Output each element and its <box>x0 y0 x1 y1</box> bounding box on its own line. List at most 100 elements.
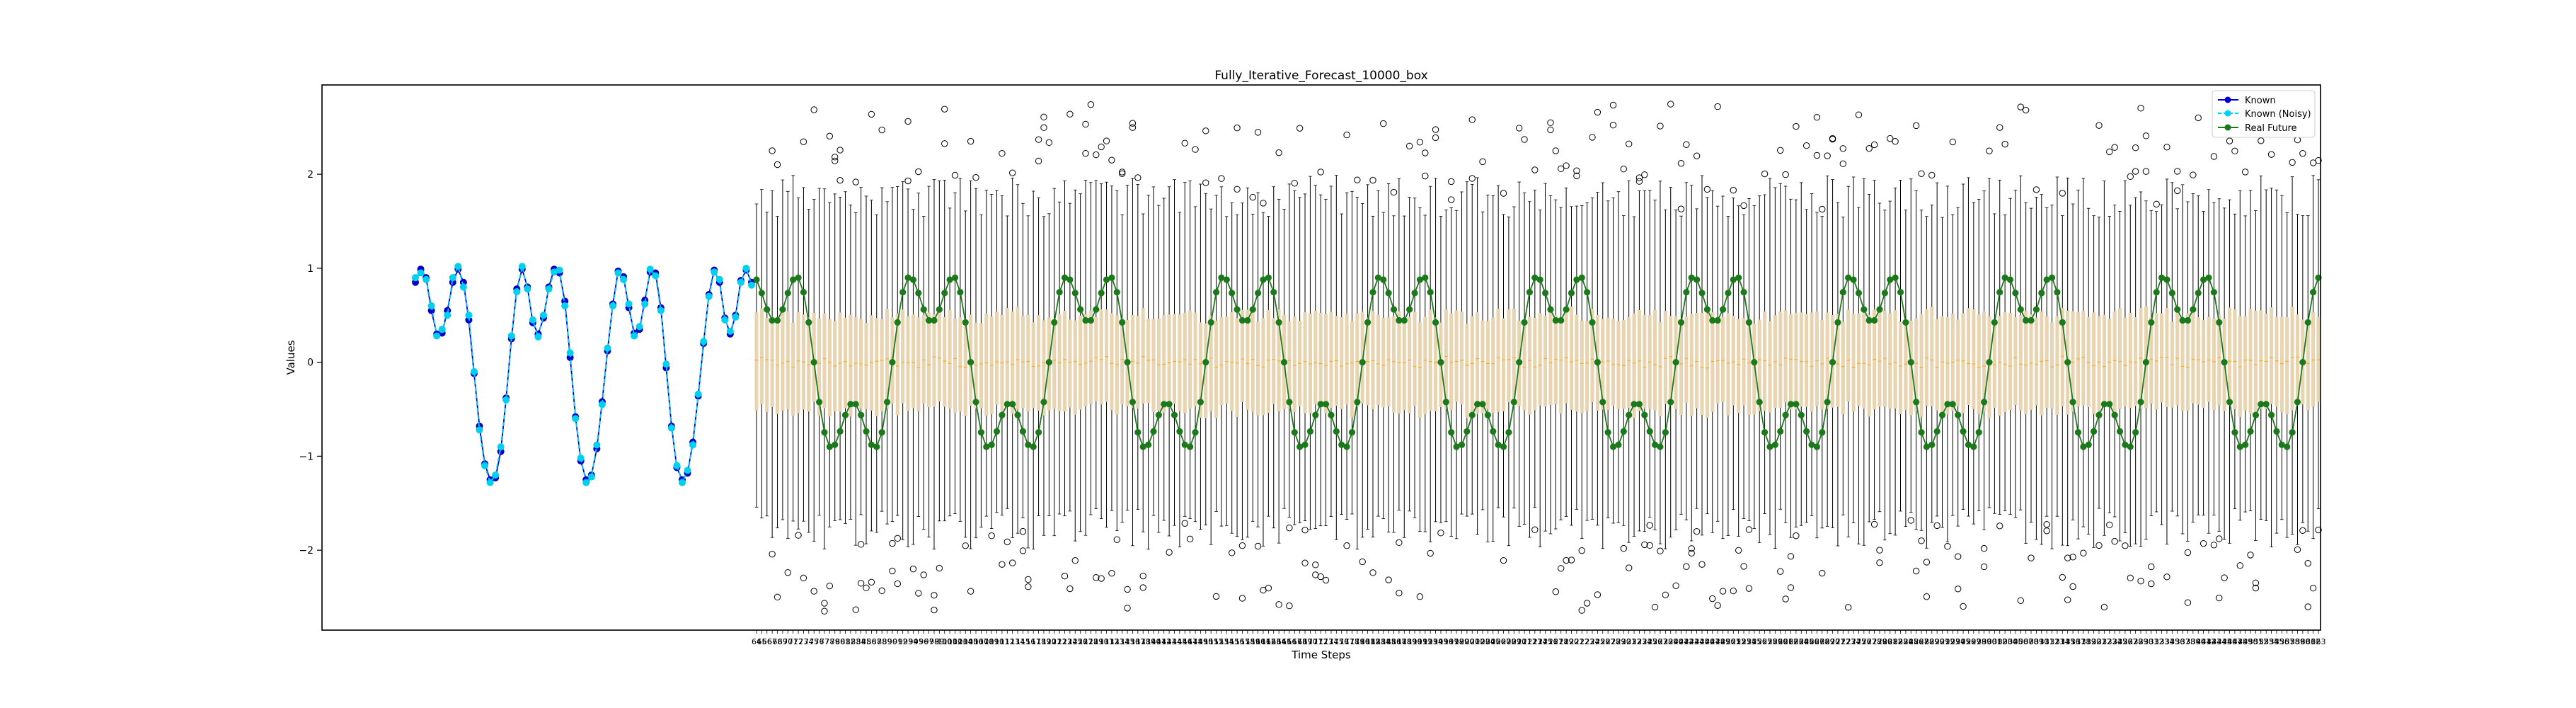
box-outlier <box>2190 171 2197 178</box>
series-future-point <box>1030 443 1037 450</box>
x-tick-label: 112 <box>1000 637 1015 646</box>
box-outlier <box>1139 584 1146 591</box>
x-tick-label: 321 <box>2091 637 2106 646</box>
series-future-point <box>1516 359 1523 366</box>
box-body <box>1266 309 1270 413</box>
series-future-point <box>1798 411 1805 418</box>
box-body <box>1940 316 1945 412</box>
series-future-point <box>1056 289 1063 296</box>
box-body <box>1449 313 1454 410</box>
x-tick-label: 353 <box>2259 637 2274 646</box>
box-body <box>765 317 769 412</box>
x-tick-label: 105 <box>963 637 978 646</box>
box-outlier <box>1824 152 1831 159</box>
box-outlier <box>909 565 917 573</box>
series-future-point <box>1578 274 1585 281</box>
x-tick-label: 93 <box>903 637 913 646</box>
series-future-point <box>931 316 938 324</box>
series-noisy-point <box>492 471 500 479</box>
box-body <box>827 319 832 417</box>
box-body <box>1935 319 1939 411</box>
box-body <box>1062 311 1067 412</box>
series-future-point <box>2001 274 2008 281</box>
x-tick-label: 226 <box>1595 637 1610 646</box>
box-body <box>1878 309 1882 407</box>
box-outlier <box>1625 140 1633 147</box>
box-body <box>1752 324 1756 415</box>
x-tick-label: 99 <box>934 637 944 646</box>
x-tick-label: 72 <box>793 637 803 646</box>
series-future-point <box>1390 306 1398 313</box>
box-body <box>1684 316 1689 404</box>
series-future-point <box>1286 399 1293 406</box>
x-tick-label: 206 <box>1491 637 1506 646</box>
x-tick-label: 267 <box>1810 637 1824 646</box>
series-future-point <box>2137 399 2144 406</box>
box-body <box>1230 312 1234 411</box>
x-tick-label: 183 <box>1371 637 1386 646</box>
x-tick-label: 241 <box>1674 637 1689 646</box>
x-tick-label: 294 <box>1950 637 1965 646</box>
box-body <box>2185 313 2190 411</box>
box-outlier <box>2064 596 2071 603</box>
box-outlier <box>1844 604 1852 611</box>
box-body <box>1972 309 1976 409</box>
box-body <box>1930 307 1934 406</box>
x-tick-label: 252 <box>1731 637 1746 646</box>
series-future-point <box>1938 411 1946 418</box>
x-tick-label: 297 <box>1966 637 1981 646</box>
x-tick-label: 173 <box>1318 637 1333 646</box>
box-outlier <box>1082 149 1089 157</box>
series-noisy-point <box>481 462 489 469</box>
x-tick-label: 188 <box>1397 637 1412 646</box>
box-body <box>2180 321 2185 411</box>
box-body <box>895 313 899 416</box>
series-noisy-point <box>465 312 473 319</box>
series-future-point <box>1322 401 1330 408</box>
x-tick-label: 144 <box>1167 637 1182 646</box>
series-future-point <box>1437 359 1444 366</box>
series-noisy-point <box>417 269 425 277</box>
box-body <box>812 313 816 402</box>
box-body <box>1679 322 1684 416</box>
box-outlier <box>857 580 865 587</box>
series-future-point <box>1119 319 1126 326</box>
series-noisy-point <box>422 275 430 283</box>
x-tick-label: 313 <box>2049 637 2064 646</box>
series-future-point <box>1913 399 1920 406</box>
x-tick-label: 106 <box>969 637 984 646</box>
box-body <box>1016 307 1020 410</box>
series-future-point <box>1751 359 1758 366</box>
series-future-point <box>1129 399 1137 406</box>
series-future-point <box>1819 428 1826 436</box>
box-outlier <box>1113 536 1121 543</box>
box-outlier <box>852 606 859 613</box>
box-outlier <box>972 174 979 181</box>
series-future-point <box>1657 443 1664 450</box>
series-future-point <box>2074 428 2082 436</box>
box-body <box>1715 317 1720 404</box>
box-outlier <box>1657 547 1664 554</box>
series-future-point <box>1139 443 1146 450</box>
box-body <box>1695 313 1699 409</box>
series-future-point <box>1014 411 1021 418</box>
x-tick-label: 115 <box>1016 637 1030 646</box>
series-future-point <box>1087 316 1095 324</box>
x-tick-label: 227 <box>1601 637 1616 646</box>
box-body <box>963 322 967 416</box>
box-body <box>1423 316 1427 414</box>
x-tick-label: 158 <box>1240 637 1255 646</box>
box-body <box>786 311 790 409</box>
x-tick-label: 298 <box>1972 637 1986 646</box>
box-outlier <box>941 105 948 113</box>
x-tick-label: 217 <box>1548 637 1563 646</box>
series-future-point <box>2210 289 2217 296</box>
box-outlier <box>1907 517 1914 524</box>
x-tick-label: 67 <box>767 637 777 646</box>
series-future-point <box>1312 411 1319 418</box>
box-body <box>2050 322 2054 409</box>
series-noisy-point <box>582 479 590 486</box>
box-outlier <box>1996 124 2003 131</box>
x-tick-label: 356 <box>2275 637 2289 646</box>
box-outlier <box>1202 179 1209 186</box>
